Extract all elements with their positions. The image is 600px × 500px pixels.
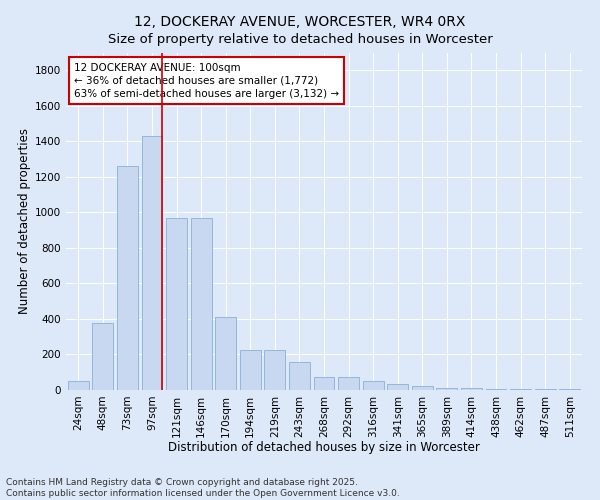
Text: 12, DOCKERAY AVENUE, WORCESTER, WR4 0RX: 12, DOCKERAY AVENUE, WORCESTER, WR4 0RX — [134, 15, 466, 29]
Bar — [142, 136, 163, 390]
X-axis label: Distribution of detached houses by size in Worcester: Distribution of detached houses by size … — [168, 441, 480, 454]
Bar — [461, 388, 482, 390]
Text: 12 DOCKERAY AVENUE: 100sqm
← 36% of detached houses are smaller (1,772)
63% of s: 12 DOCKERAY AVENUE: 100sqm ← 36% of deta… — [74, 62, 339, 99]
Bar — [68, 381, 89, 390]
Bar — [191, 218, 212, 390]
Bar — [362, 381, 383, 390]
Bar — [240, 350, 261, 390]
Bar — [92, 324, 113, 390]
Bar — [436, 388, 457, 390]
Bar — [117, 166, 138, 390]
Text: Size of property relative to detached houses in Worcester: Size of property relative to detached ho… — [107, 32, 493, 46]
Bar — [485, 389, 506, 390]
Bar — [510, 389, 531, 390]
Bar — [166, 218, 187, 390]
Y-axis label: Number of detached properties: Number of detached properties — [18, 128, 31, 314]
Bar — [314, 376, 334, 390]
Bar — [412, 386, 433, 390]
Bar — [265, 350, 286, 390]
Bar — [289, 362, 310, 390]
Bar — [387, 384, 408, 390]
Bar — [215, 317, 236, 390]
Text: Contains HM Land Registry data © Crown copyright and database right 2025.
Contai: Contains HM Land Registry data © Crown c… — [6, 478, 400, 498]
Bar — [338, 376, 359, 390]
